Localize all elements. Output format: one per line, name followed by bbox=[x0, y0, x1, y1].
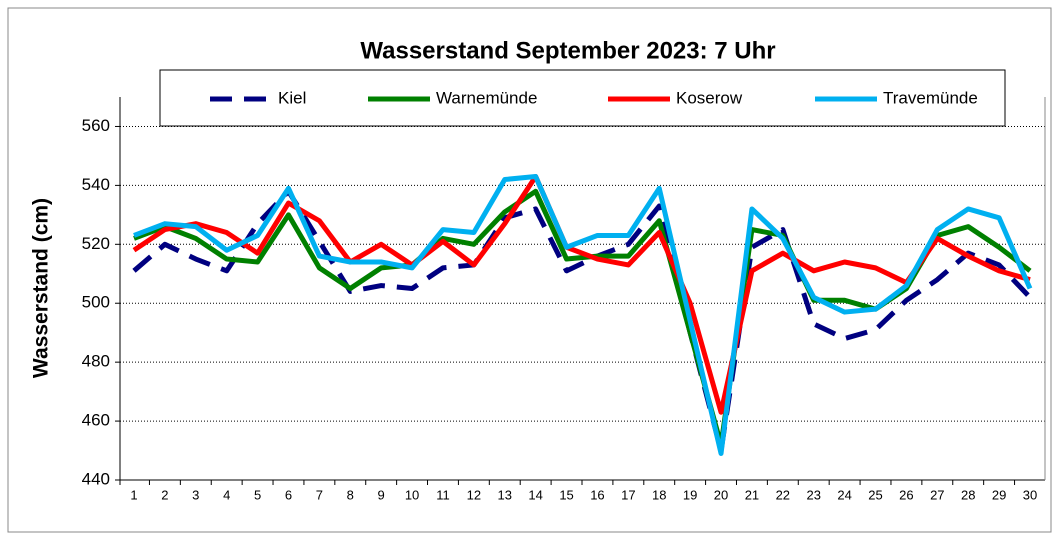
x-tick-label: 26 bbox=[899, 487, 913, 502]
x-tick-label: 6 bbox=[285, 487, 292, 502]
x-tick-label: 4 bbox=[223, 487, 230, 502]
y-tick-label: 540 bbox=[82, 175, 110, 194]
y-tick-label: 480 bbox=[82, 352, 110, 371]
x-tick-label: 21 bbox=[745, 487, 759, 502]
x-tick-label: 7 bbox=[316, 487, 323, 502]
legend-label: Warnemünde bbox=[436, 88, 537, 107]
legend-label: Koserow bbox=[676, 88, 743, 107]
x-tick-label: 1 bbox=[130, 487, 137, 502]
x-tick-label: 30 bbox=[1023, 487, 1037, 502]
x-tick-label: 13 bbox=[498, 487, 512, 502]
y-tick-label: 560 bbox=[82, 116, 110, 135]
x-tick-label: 19 bbox=[683, 487, 697, 502]
x-tick-label: 5 bbox=[254, 487, 261, 502]
x-tick-label: 12 bbox=[467, 487, 481, 502]
x-tick-label: 10 bbox=[405, 487, 419, 502]
x-tick-label: 14 bbox=[528, 487, 542, 502]
series-line bbox=[133, 174, 1033, 456]
x-tick-label: 25 bbox=[868, 487, 882, 502]
x-tick-label: 23 bbox=[806, 487, 820, 502]
series-line bbox=[132, 174, 1031, 415]
legend-label: Kiel bbox=[278, 88, 306, 107]
x-tick-label: 22 bbox=[776, 487, 790, 502]
series-line bbox=[132, 188, 1032, 454]
chart-title: Wasserstand September 2023: 7 Uhr bbox=[360, 37, 775, 64]
x-tick-label: 2 bbox=[161, 487, 168, 502]
y-tick-label: 500 bbox=[82, 293, 110, 312]
x-tick-label: 27 bbox=[930, 487, 944, 502]
x-tick-label: 11 bbox=[436, 487, 450, 502]
y-axis-label: Wasserstand (cm) bbox=[30, 198, 53, 378]
x-tick-label: 18 bbox=[652, 487, 666, 502]
y-tick-label: 440 bbox=[82, 469, 110, 488]
x-tick-label: 3 bbox=[192, 487, 199, 502]
x-tick-label: 29 bbox=[992, 487, 1006, 502]
y-tick-label: 460 bbox=[82, 411, 110, 430]
y-tick-label: 520 bbox=[82, 234, 110, 253]
legend-label: Travemünde bbox=[883, 88, 978, 107]
x-tick-label: 17 bbox=[621, 487, 635, 502]
x-tick-label: 20 bbox=[714, 487, 728, 502]
x-tick-label: 16 bbox=[590, 487, 604, 502]
x-tick-label: 28 bbox=[961, 487, 975, 502]
x-tick-label: 15 bbox=[559, 487, 573, 502]
x-tick-label: 24 bbox=[837, 487, 851, 502]
x-tick-label: 9 bbox=[378, 487, 385, 502]
x-tick-label: 8 bbox=[347, 487, 354, 502]
